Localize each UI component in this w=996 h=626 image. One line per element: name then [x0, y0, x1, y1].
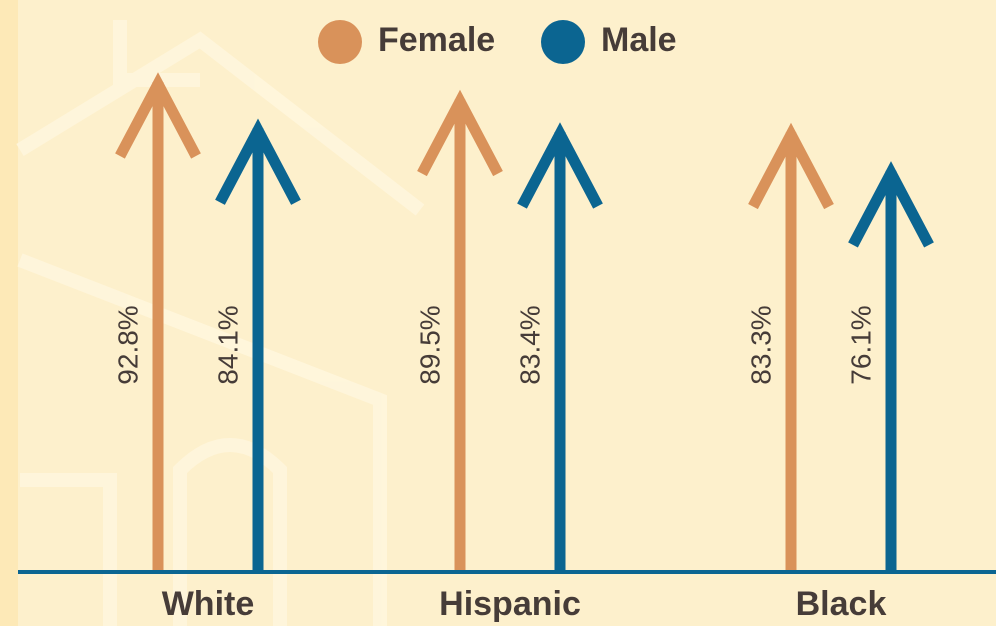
- value-label: 84.1%: [212, 305, 243, 384]
- value-label: 92.8%: [112, 305, 143, 384]
- x-tick-label: Hispanic: [439, 585, 581, 623]
- page: Female Male White 92.8% 84.1% Hispanic 89.5% 83…: [0, 0, 996, 626]
- x-tick-label: Black: [796, 585, 887, 623]
- legend-swatch: [541, 20, 585, 64]
- legend-label: Female: [378, 21, 495, 59]
- value-label: 83.3%: [745, 305, 776, 384]
- background-decoration: [0, 0, 420, 626]
- value-label: 76.1%: [845, 305, 876, 384]
- value-label: 83.4%: [514, 305, 545, 384]
- x-tick-label: White: [162, 585, 255, 623]
- value-label: 89.5%: [414, 305, 445, 384]
- chart: Female Male White 92.8% 84.1% Hispanic 89.5% 83…: [0, 0, 996, 626]
- legend-label: Male: [601, 21, 677, 59]
- legend-swatch: [318, 20, 362, 64]
